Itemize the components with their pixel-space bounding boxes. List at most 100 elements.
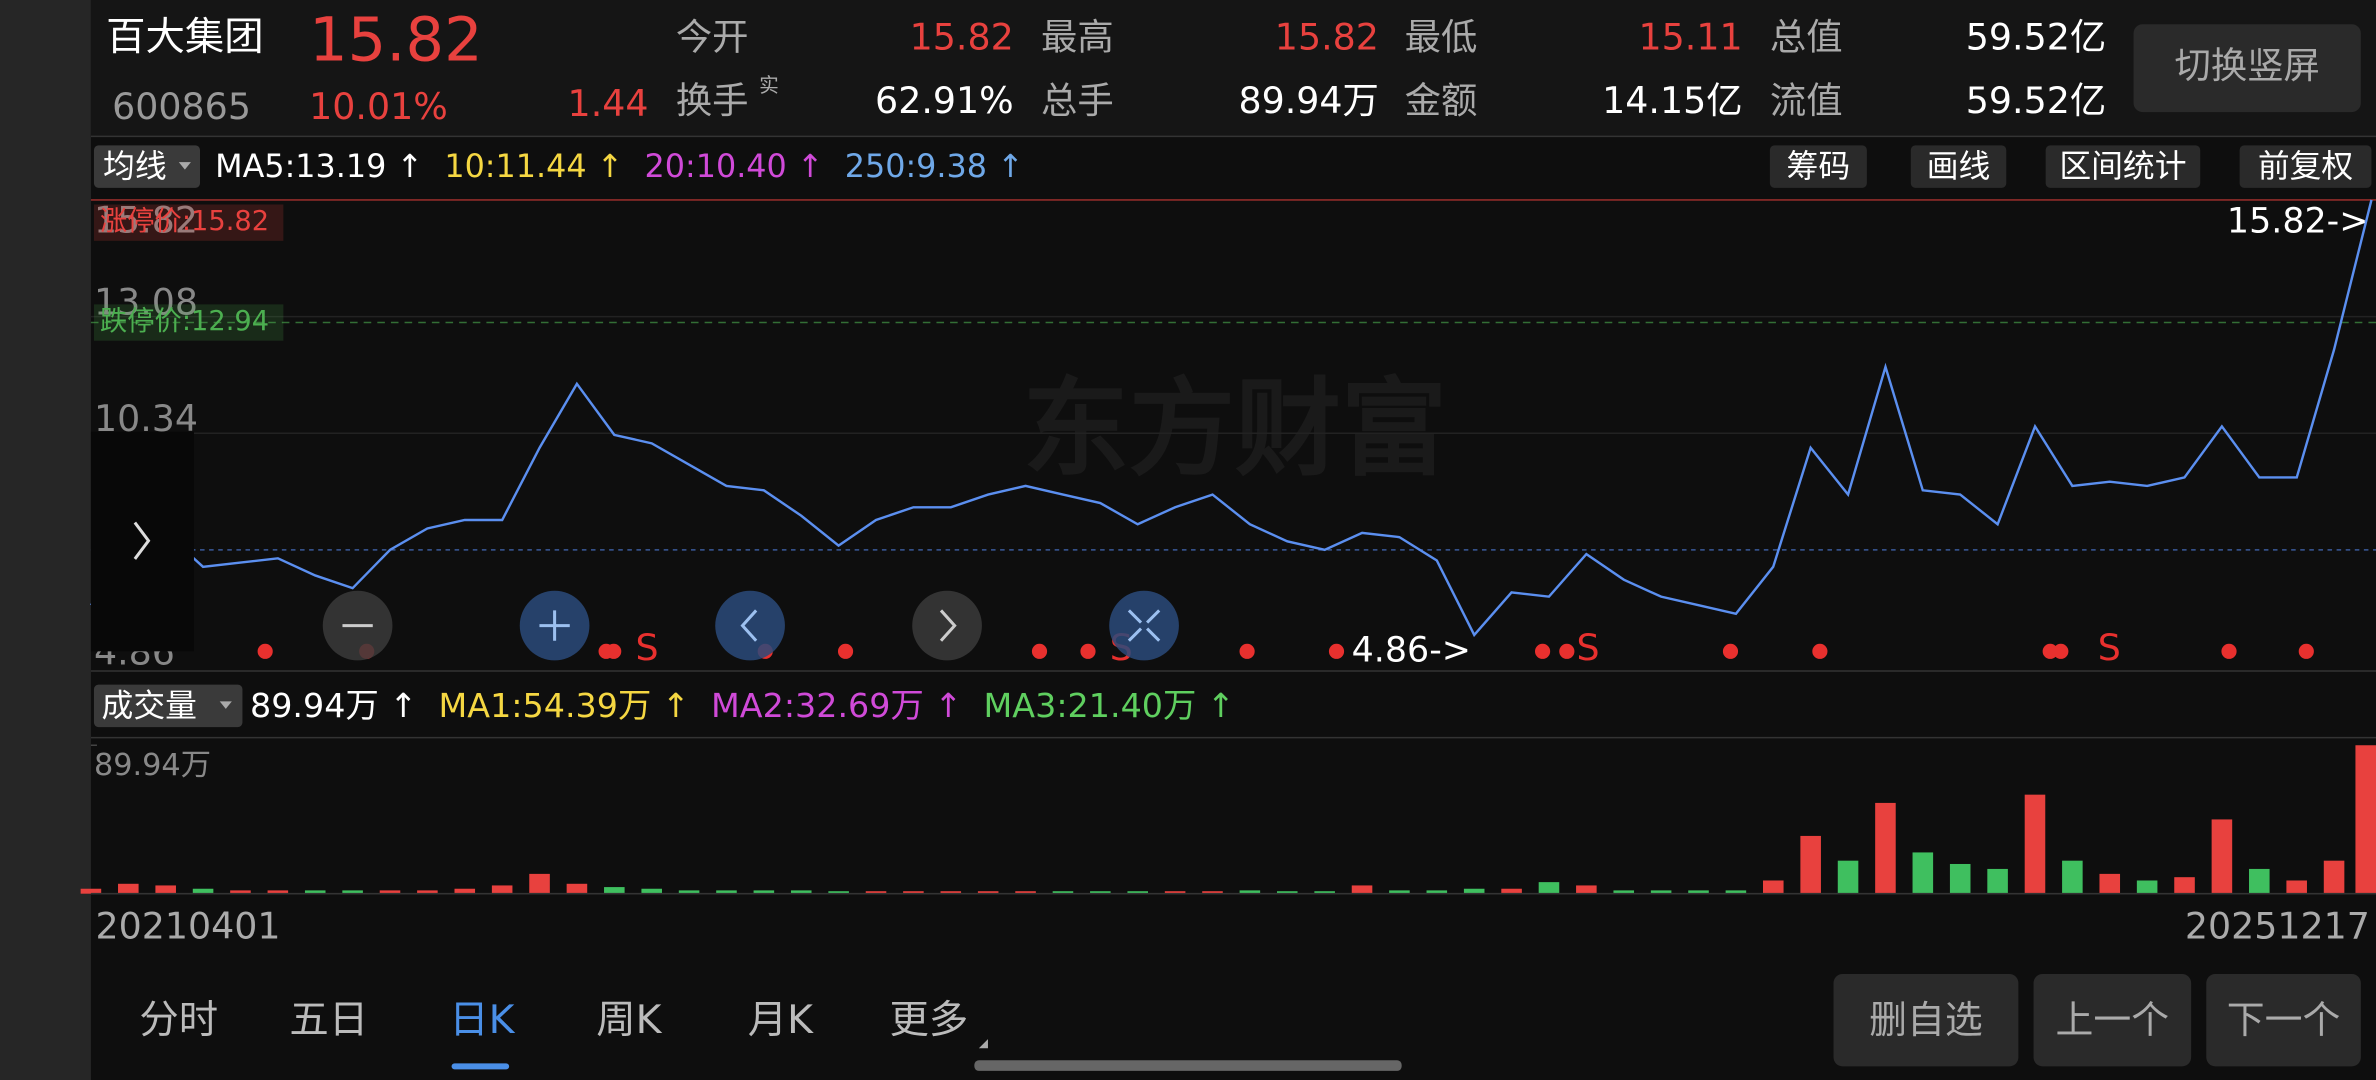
volume-bar — [2136, 880, 2158, 894]
action-button[interactable] — [2206, 973, 2361, 1067]
annotation: 15.82-> — [2227, 202, 2368, 242]
signal-dot — [606, 643, 622, 659]
tool-button[interactable] — [1769, 145, 1867, 188]
stat-label: 金额 — [1405, 79, 1478, 122]
action-label[interactable]: 删自选 — [1869, 998, 1983, 1042]
signal-dot — [1535, 643, 1551, 659]
action-button[interactable] — [1833, 973, 2019, 1067]
volume-bar — [1463, 888, 1485, 894]
tool-button[interactable] — [1910, 145, 2007, 188]
stat-label: 流值 — [1770, 79, 1843, 122]
signal-dot — [2042, 643, 2058, 659]
tab[interactable]: 周K — [596, 997, 662, 1043]
signal-dot — [1080, 643, 1096, 659]
move-left[interactable] — [715, 590, 785, 661]
volume-bar — [940, 891, 962, 894]
zoom-controls — [322, 590, 1179, 661]
signal-dot — [2221, 643, 2237, 659]
reset-zoom[interactable] — [1109, 590, 1179, 661]
signal-dot — [837, 643, 854, 659]
turnover-mark: 实 — [759, 74, 779, 97]
volume-bar — [1576, 885, 1597, 894]
volume-bar — [2024, 794, 2046, 894]
change: 1.44 — [568, 82, 649, 125]
limit-label: 跌停价:12.94 — [100, 306, 269, 337]
volume-bar — [1613, 890, 1635, 894]
tool-button-label[interactable]: 画线 — [1927, 147, 1991, 185]
volume-bar — [1164, 891, 1186, 894]
icon — [539, 610, 570, 641]
volume-bar — [1202, 891, 1223, 894]
signal-dot — [257, 643, 273, 659]
tool-button-label[interactable]: 区间统计 — [2059, 147, 2186, 185]
volume-bar — [1090, 891, 1111, 894]
signal-label: S — [2098, 626, 2121, 669]
volume-bar — [865, 891, 887, 894]
icon — [1127, 609, 1161, 642]
ma-dropdown[interactable] — [93, 145, 201, 188]
ma-dropdown-label[interactable]: 均线 — [103, 147, 167, 185]
stat-value: 14.15亿 — [1602, 79, 1742, 122]
switch-button-label[interactable]: 切换竖屏 — [2174, 44, 2319, 87]
tool-button-label[interactable]: 筹码 — [1787, 147, 1851, 185]
volume-legend: 89.94万 ↑ MA1:54.39万 ↑ MA2:32.69万 ↑ MA3:21.4… — [250, 686, 1235, 725]
tool-button-label[interactable]: 前复权 — [2258, 147, 2353, 185]
scrollbar — [974, 1060, 1402, 1071]
volume-bar — [379, 890, 401, 894]
dropdown-arrow — [178, 162, 191, 170]
action-label[interactable]: 下一个 — [2227, 998, 2341, 1042]
tab[interactable]: 日K — [449, 997, 515, 1043]
volume-bar — [1501, 888, 1522, 894]
volume-bar — [828, 891, 849, 894]
legend-item: MA1:54.39万 ↑ — [439, 686, 690, 725]
volume-dropdown-label[interactable]: 成交量 — [102, 686, 197, 724]
signal-dot — [1031, 643, 1048, 659]
volume-bar — [80, 888, 102, 894]
volume-bar — [1052, 891, 1074, 894]
volume-chart: 89.94万 — [80, 744, 2376, 894]
annotation: 4.86-> — [1352, 630, 1471, 670]
volume-bar — [1239, 890, 1261, 894]
action-button[interactable] — [2033, 973, 2192, 1067]
end-date: 20251217 — [2185, 905, 2370, 948]
volume-bar — [1800, 835, 1821, 894]
switch-button[interactable] — [2133, 24, 2361, 113]
signal-dot — [1559, 643, 1575, 659]
side-handle[interactable] — [90, 431, 194, 652]
tab[interactable]: 五日 — [289, 997, 368, 1043]
volume-bar — [2174, 877, 2195, 894]
volume-bar — [1314, 891, 1335, 894]
y-tick-label: 89.94万 — [94, 748, 211, 783]
move-right[interactable] — [912, 590, 982, 661]
action-label[interactable]: 上一个 — [2056, 998, 2170, 1042]
signal-dot — [1722, 643, 1739, 659]
tab[interactable]: 月K — [748, 997, 814, 1043]
price-line — [89, 199, 2373, 638]
stat-value: 89.94万 — [1238, 79, 1378, 122]
y-tick-label: 13.08 — [94, 280, 198, 323]
volume-bar — [604, 887, 625, 894]
stock-price: 15.82 — [309, 6, 483, 76]
tab[interactable]: 分时 — [139, 997, 218, 1043]
volume-bar — [903, 891, 924, 894]
volume-bar — [1725, 890, 1747, 894]
signal-dot — [1239, 643, 1255, 659]
signal-dot — [1328, 643, 1345, 659]
volume-bar — [417, 890, 438, 894]
stock-name: 百大集团 — [106, 14, 264, 60]
volume-bar — [1650, 890, 1672, 894]
volume-bar — [1949, 863, 1971, 894]
volume-bar — [678, 890, 700, 894]
volume-bar — [1688, 890, 1709, 894]
limit-badge — [93, 204, 284, 241]
tool-button[interactable] — [2239, 145, 2372, 188]
legend-item: MA5:13.19 ↑ — [215, 147, 423, 185]
tool-button[interactable] — [2045, 145, 2201, 188]
watermark: 东方财富 — [1023, 369, 1447, 492]
tab[interactable]: 更多 — [889, 997, 968, 1043]
signal-dot — [2298, 643, 2314, 659]
volume-dropdown[interactable] — [93, 684, 243, 728]
volume-bar — [1912, 852, 1934, 894]
